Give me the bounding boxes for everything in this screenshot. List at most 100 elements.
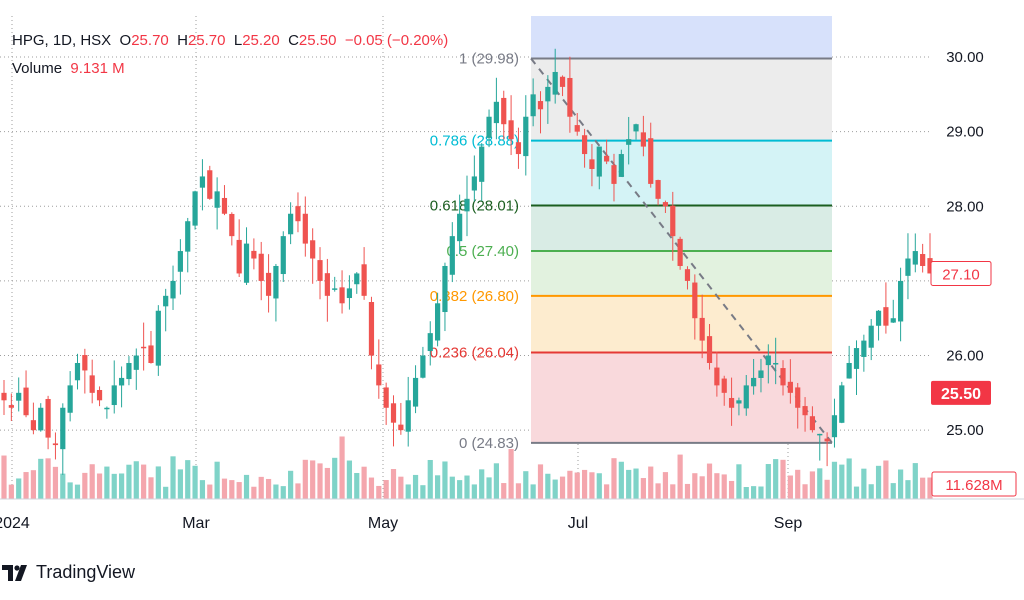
volume-bar [30,470,36,499]
volume-bar [38,458,44,499]
y-tick-label: 26.00 [946,348,984,365]
open-value: 25.70 [131,32,169,49]
candle-body [545,86,551,102]
candle-body [96,389,103,401]
volume-bar [52,466,59,499]
candle-body [464,198,470,212]
tradingview-logo-icon [2,564,27,581]
candle-body [310,240,316,259]
volume-bar [170,456,176,499]
candle-body [1,392,7,401]
volume-bar [243,474,250,499]
volume-bar [611,458,617,499]
candle-body [16,392,22,401]
volume-bar [706,463,713,499]
volume-label[interactable]: Volume [12,60,63,77]
symbol-label[interactable]: HPG, 1D, HSX [12,32,112,49]
candle-body [288,213,294,235]
volume-bar [427,459,433,499]
volume-bar [780,459,786,499]
volume-bar [846,458,852,499]
candle-body [449,236,455,275]
volume-bar [207,484,213,499]
candle-body [302,213,308,244]
candle-body [214,191,220,208]
volume-bar [376,485,382,499]
volume-bar [581,469,588,499]
candle-body [346,288,353,299]
candle-body [229,213,235,237]
candle-body [412,377,419,407]
volume-bar [74,484,81,499]
volume-bar [861,468,867,499]
volume-legend: Volume 9.131 M [12,60,125,77]
candle-body [596,146,602,177]
candle-body [574,125,580,132]
candle-body [435,303,441,341]
volume-bar [537,464,544,499]
open-label: O [119,32,132,49]
volume-bar [67,482,73,499]
tradingview-brand[interactable]: TradingView [2,562,135,583]
candle-body [295,206,301,222]
volume-bar [875,465,882,499]
volume-bar [545,473,551,499]
candle-body [23,387,29,416]
volume-bar [420,485,426,499]
y-tick-label: 25.00 [946,422,984,439]
candle-body [104,407,110,410]
volume-bar [699,476,705,499]
volume-bar [883,460,889,499]
candle-body [662,202,669,207]
candle-body [655,180,661,199]
fib-extension-zone [531,16,832,59]
volume-bar [618,461,624,499]
fib-level-label: 0.236 (26.04) [430,345,519,362]
candle-body [773,362,779,365]
volume-bar [868,484,874,499]
candle-body [141,346,147,349]
x-tick-label: Sep [774,515,803,532]
volume-bar [927,477,933,499]
volume-bar [251,486,257,499]
candle-body [236,239,242,274]
candle-body [30,420,36,431]
volume-bar [265,478,272,499]
volume-bar [530,484,536,499]
volume-bar [126,464,132,499]
candle-body [390,403,397,423]
volume-bar [383,480,389,499]
volume-bar [288,470,294,499]
fib-level-label: 0 (24.83) [459,435,519,452]
volume-bar [912,463,918,499]
candle-body [692,282,698,319]
volume-bar [795,469,801,499]
candle-body [537,101,544,110]
volume-bar [677,454,683,499]
volume-bar [104,466,110,499]
candle-body [126,362,132,380]
volume-bar [310,460,316,499]
volume-bar [809,471,816,499]
volume-bar [853,486,860,499]
candle-body [221,197,228,214]
candle-body [442,265,448,313]
volume-bar [148,477,154,499]
volume-bar [559,476,566,499]
candle-body [89,375,95,393]
candle-body [368,302,375,356]
volume-bar [486,477,492,499]
volume-bar [692,473,698,499]
volume-bar [280,486,286,499]
candle-body [398,424,404,431]
candle-body [508,120,514,140]
candle-body [809,416,816,431]
price-badge [931,471,1017,497]
volume-bar [640,478,646,499]
candle-body [118,377,125,386]
candle-body [861,340,867,357]
fib-zone [531,140,832,206]
candle-body [795,387,801,408]
volume-bar [8,484,14,499]
